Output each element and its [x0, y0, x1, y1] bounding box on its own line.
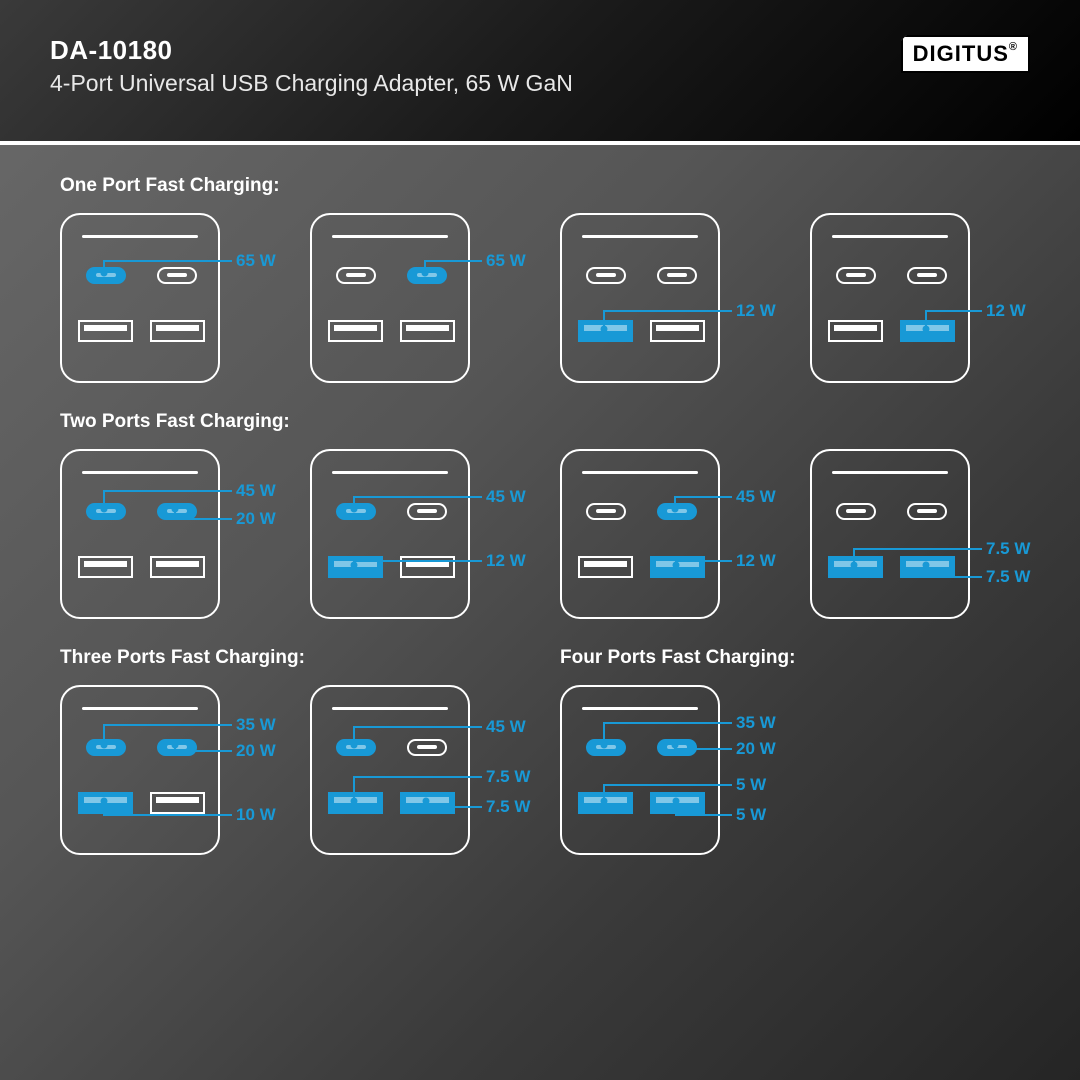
charging-section: Two Ports Fast Charging: 45 W20 W 45 W12 W… [60, 411, 1030, 619]
leader-lines [310, 685, 570, 875]
charger-diagram: 7.5 W7.5 W [810, 449, 970, 619]
split-column: Three Ports Fast Charging: 35 W20 W10 W 45… [60, 647, 470, 883]
leader-lines [60, 213, 320, 403]
section-title: Two Ports Fast Charging: [60, 411, 1030, 433]
model-number: DA-10180 [50, 35, 573, 66]
content: One Port Fast Charging: 65 W 65 W 12 W 12 W T… [0, 145, 1080, 883]
charger-diagram: 45 W12 W [560, 449, 720, 619]
leader-lines [560, 449, 820, 639]
charger-diagram: 65 W [60, 213, 220, 383]
leader-lines [60, 685, 320, 875]
leader-lines [810, 213, 1070, 403]
charger-diagram: 35 W20 W5 W5 W [560, 685, 720, 855]
section-title: One Port Fast Charging: [60, 175, 1030, 197]
charger-row: 45 W20 W 45 W12 W 45 W12 W 7.5 W7.5 W [60, 449, 1030, 619]
brand-text: DIGITUS [913, 41, 1009, 66]
section-title: Three Ports Fast Charging: [60, 647, 470, 669]
leader-lines [310, 213, 570, 403]
product-subtitle: 4-Port Universal USB Charging Adapter, 6… [50, 70, 573, 97]
leader-lines [560, 213, 820, 403]
leader-lines [560, 685, 820, 875]
charger-diagram: 35 W20 W10 W [60, 685, 220, 855]
section-title: Four Ports Fast Charging: [560, 647, 795, 669]
charger-diagram: 12 W [560, 213, 720, 383]
charger-diagram: 12 W [810, 213, 970, 383]
split-column: Four Ports Fast Charging: 35 W20 W5 W5 W [560, 647, 795, 883]
charging-section: Three Ports Fast Charging: 35 W20 W10 W 45… [60, 647, 470, 855]
charger-row: 35 W20 W10 W 45 W7.5 W7.5 W [60, 685, 470, 855]
leader-lines [810, 449, 1070, 639]
header: DA-10180 4-Port Universal USB Charging A… [0, 0, 1080, 145]
charger-diagram: 65 W [310, 213, 470, 383]
leader-lines [60, 449, 320, 639]
leader-lines [310, 449, 570, 639]
title-block: DA-10180 4-Port Universal USB Charging A… [50, 35, 573, 97]
charging-section: Four Ports Fast Charging: 35 W20 W5 W5 W [560, 647, 795, 855]
brand-mark: ® [1009, 41, 1018, 53]
charger-diagram: 45 W7.5 W7.5 W [310, 685, 470, 855]
charging-section: One Port Fast Charging: 65 W 65 W 12 W 12 W [60, 175, 1030, 383]
charger-row: 35 W20 W5 W5 W [560, 685, 795, 855]
charger-row: 65 W 65 W 12 W 12 W [60, 213, 1030, 383]
charger-diagram: 45 W20 W [60, 449, 220, 619]
charger-diagram: 45 W12 W [310, 449, 470, 619]
brand-logo: DIGITUS® [901, 35, 1030, 73]
